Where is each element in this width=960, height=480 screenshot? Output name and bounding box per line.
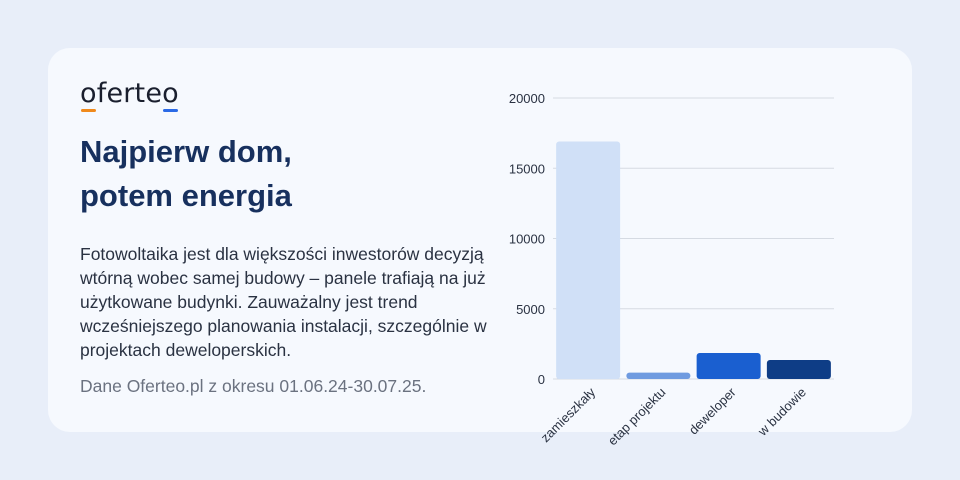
y-tick-label: 5000 [516, 302, 545, 317]
logo-letter-o: o [80, 78, 97, 112]
y-tick-label: 15000 [509, 161, 545, 176]
body-paragraph: Fotowoltaika jest dla większości inwesto… [80, 244, 487, 360]
source-note: Dane Oferteo.pl z okresu 01.06.24-30.07.… [80, 376, 427, 396]
headline-line-1: Najpierw dom, [80, 134, 292, 169]
bar-1 [556, 141, 621, 379]
headline: Najpierw dom, potem energia [80, 130, 292, 218]
bar-4 [766, 360, 831, 379]
chart-x-axis: zamieszkały etap projektu deweloper w budow… [538, 384, 809, 448]
chart-bars [556, 141, 831, 379]
oferteo-logo: oferteo [80, 78, 179, 112]
y-tick-label: 0 [538, 372, 545, 387]
x-tick-label: deweloper [686, 384, 739, 437]
bar-2 [626, 372, 691, 379]
headline-line-2: potem energia [80, 178, 292, 213]
logo-letter-o-end: o [162, 78, 179, 112]
bar-3 [696, 353, 761, 379]
chart-y-axis: 0 5000 10000 15000 20000 [509, 91, 545, 387]
info-card: oferteo Najpierw dom, potem energia Foto… [48, 48, 912, 432]
x-tick-label: zamieszkały [538, 384, 599, 445]
logo-letters: ferte [96, 78, 163, 109]
x-tick-label: w budowie [754, 385, 809, 440]
y-tick-label: 10000 [509, 232, 545, 247]
y-tick-label: 20000 [509, 91, 545, 106]
x-tick-label: etap projektu [605, 385, 669, 449]
